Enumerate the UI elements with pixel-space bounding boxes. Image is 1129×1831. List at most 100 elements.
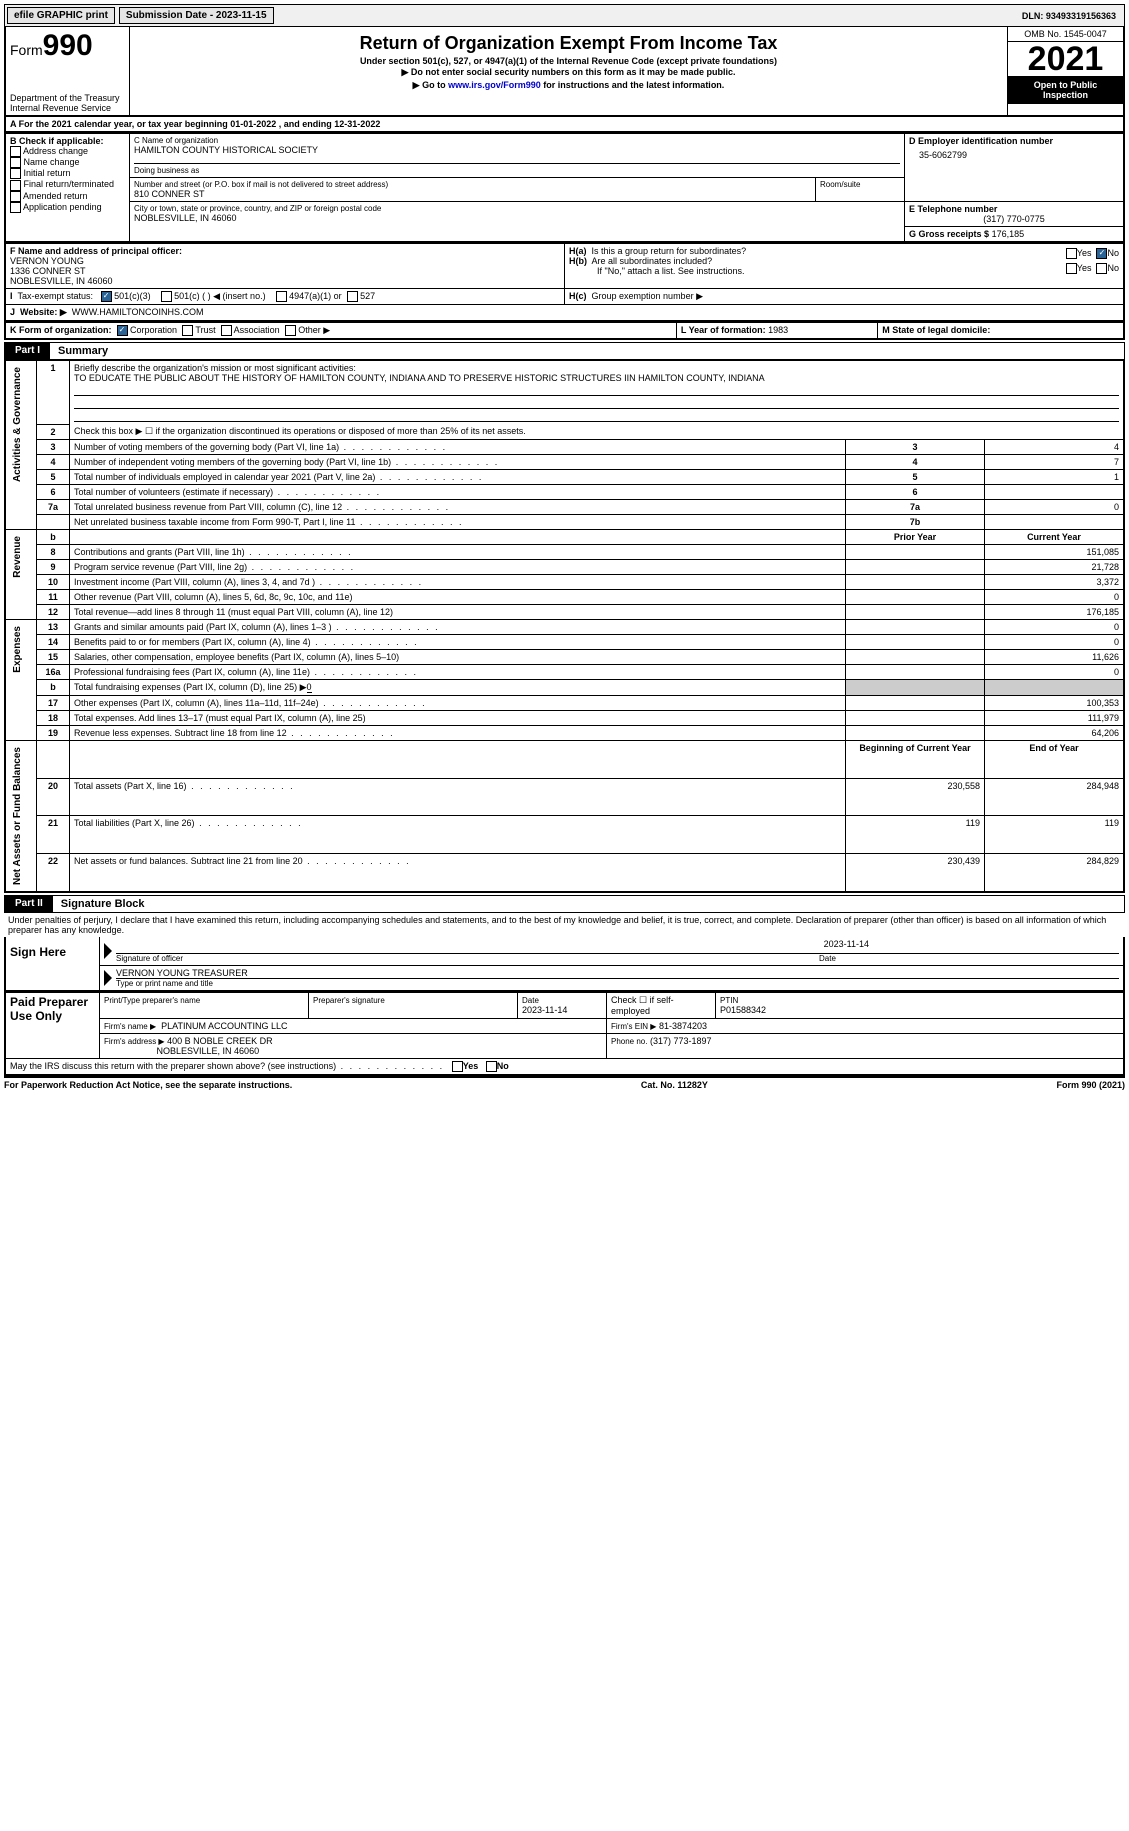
- e-phone: (317) 770-0775: [909, 214, 1119, 224]
- f-city: NOBLESVILLE, IN 46060: [10, 276, 560, 286]
- hc-label: Group exemption number ▶: [592, 291, 703, 301]
- sig-arrow-icon: [104, 943, 112, 959]
- form-num: 990: [43, 29, 93, 62]
- c-dba-label: Doing business as: [134, 163, 900, 175]
- sig-declaration: Under penalties of perjury, I declare th…: [4, 913, 1125, 937]
- ha-no: No: [1107, 248, 1119, 258]
- l6-label: Total number of volunteers (estimate if …: [74, 487, 273, 497]
- l12-cy: 176,185: [985, 605, 1125, 620]
- firm-ein: 81-3874203: [659, 1021, 707, 1031]
- l22-b: 230,439: [846, 853, 985, 892]
- l20-e: 284,948: [985, 778, 1125, 816]
- firm-addr1: 400 B NOBLE CREEK DR: [167, 1036, 273, 1046]
- l17-label: Other expenses (Part IX, column (A), lin…: [74, 698, 319, 708]
- form-header: Form990 Department of the Treasury Inter…: [4, 27, 1125, 117]
- h-note: If "No," attach a list. See instructions…: [569, 266, 874, 276]
- l16b-val: 0: [307, 682, 312, 693]
- part2-header: Part II Signature Block: [4, 895, 1125, 913]
- section-netassets: Net Assets or Fund Balances: [10, 743, 25, 889]
- part1-header: Part I Summary: [4, 342, 1125, 360]
- ptin-val: P01588342: [720, 1005, 766, 1015]
- l22-e: 284,829: [985, 853, 1125, 892]
- sig-name-title: VERNON YOUNG TREASURER: [116, 968, 1119, 978]
- officer-status-table: F Name and address of principal officer:…: [4, 243, 1125, 322]
- hb-yes: Yes: [1077, 263, 1092, 273]
- ha-label: Is this a group return for subordinates?: [592, 246, 747, 256]
- c-addr-label: Number and street (or P.O. box if mail i…: [134, 180, 811, 189]
- l11-label: Other revenue (Part VIII, column (A), li…: [74, 592, 352, 602]
- l14-cy: 0: [985, 635, 1125, 650]
- line-a-text: For the 2021 calendar year, or tax year …: [19, 119, 381, 129]
- pp-name-label: Print/Type preparer's name: [104, 996, 200, 1005]
- line-a: A For the 2021 calendar year, or tax yea…: [4, 117, 1125, 133]
- l9-label: Program service revenue (Part VIII, line…: [74, 562, 247, 572]
- l7b-label: Net unrelated business taxable income fr…: [74, 517, 355, 527]
- form-note-2: ▶ Go to www.irs.gov/Form990 for instruct…: [134, 79, 1003, 92]
- firm-ein-label: Firm's EIN ▶: [611, 1022, 656, 1031]
- l15-cy: 11,626: [985, 650, 1125, 665]
- m-label: M State of legal domicile:: [882, 325, 990, 335]
- l19-cy: 64,206: [985, 726, 1125, 741]
- section-activities: Activities & Governance: [10, 363, 25, 486]
- col-current-year: Current Year: [985, 530, 1125, 545]
- l5-label: Total number of individuals employed in …: [74, 472, 375, 482]
- pp-date: 2023-11-14: [522, 1005, 567, 1015]
- l3-label: Number of voting members of the governin…: [74, 442, 339, 452]
- l17-cy: 100,353: [985, 696, 1125, 711]
- firm-name-label: Firm's name ▶: [104, 1022, 156, 1031]
- c-room-label: Room/suite: [820, 180, 900, 189]
- f-addr: 1336 CONNER ST: [10, 266, 560, 276]
- l5-val: 1: [985, 470, 1125, 485]
- l7b-val: [985, 515, 1125, 530]
- d-ein: 35-6062799: [909, 146, 1119, 160]
- sign-here-label: Sign Here: [6, 937, 100, 990]
- tax-year: 2021: [1008, 42, 1123, 76]
- form-label: Form: [10, 42, 43, 58]
- l-val: 1983: [768, 325, 788, 335]
- j-website: WWW.HAMILTONCOINHS.COM: [72, 307, 204, 317]
- l10-label: Investment income (Part VIII, column (A)…: [74, 577, 315, 587]
- pp-date-label: Date: [522, 996, 539, 1005]
- col-prior-year: Prior Year: [846, 530, 985, 545]
- paid-preparer-table: Paid Preparer Use Only Print/Type prepar…: [4, 992, 1125, 1076]
- footer-left: For Paperwork Reduction Act Notice, see …: [4, 1080, 292, 1090]
- ptin-label: PTIN: [720, 996, 738, 1005]
- part2-title: Signature Block: [53, 896, 1124, 912]
- l15-label: Salaries, other compensation, employee b…: [74, 652, 399, 662]
- k-other: Other ▶: [298, 325, 330, 335]
- dept-treasury: Department of the Treasury: [10, 93, 125, 103]
- sig-date-val: 2023-11-14: [116, 939, 1119, 953]
- d-label: D Employer identification number: [909, 136, 1119, 146]
- col-end-year: End of Year: [985, 741, 1125, 779]
- klm-table: K Form of organization: Corporation Trus…: [4, 322, 1125, 340]
- g-val: 176,185: [992, 229, 1025, 239]
- c-addr: 810 CONNER ST: [134, 189, 811, 199]
- l13-cy: 0: [985, 620, 1125, 635]
- c-city-label: City or town, state or province, country…: [134, 204, 900, 213]
- i-4947: 4947(a)(1) or: [289, 291, 342, 301]
- submission-date-button[interactable]: Submission Date - 2023-11-15: [119, 7, 274, 24]
- l16a-cy: 0: [985, 665, 1125, 680]
- l1-mission: TO EDUCATE THE PUBLIC ABOUT THE HISTORY …: [74, 373, 765, 383]
- summary-table: Activities & Governance 1 Briefly descri…: [4, 360, 1125, 893]
- discuss-label: May the IRS discuss this return with the…: [10, 1061, 336, 1071]
- k-label: K Form of organization:: [10, 325, 112, 335]
- i-501c: 501(c) ( ) ◀ (insert no.): [174, 291, 265, 301]
- c-city: NOBLESVILLE, IN 46060: [134, 213, 900, 223]
- k-corp: Corporation: [130, 325, 177, 335]
- efile-print-button[interactable]: efile GRAPHIC print: [7, 7, 115, 24]
- sig-date-label: Date: [819, 954, 1119, 963]
- l8-label: Contributions and grants (Part VIII, lin…: [74, 547, 245, 557]
- discuss-no: No: [497, 1061, 509, 1071]
- l16b-label: Total fundraising expenses (Part IX, col…: [74, 682, 307, 692]
- form-note-1: ▶ Do not enter social security numbers o…: [134, 66, 1003, 79]
- pp-selfemp: Check ☐ if self-employed: [607, 993, 716, 1019]
- section-revenue: Revenue: [10, 532, 25, 582]
- section-expenses: Expenses: [10, 622, 25, 677]
- irs-link[interactable]: www.irs.gov/Form990: [448, 80, 541, 90]
- e-label: E Telephone number: [909, 204, 1119, 214]
- paid-preparer-label: Paid Preparer Use Only: [5, 993, 100, 1059]
- k-assoc: Association: [234, 325, 280, 335]
- b-addr-change: Address change: [23, 146, 88, 156]
- part2-tab: Part II: [5, 896, 53, 912]
